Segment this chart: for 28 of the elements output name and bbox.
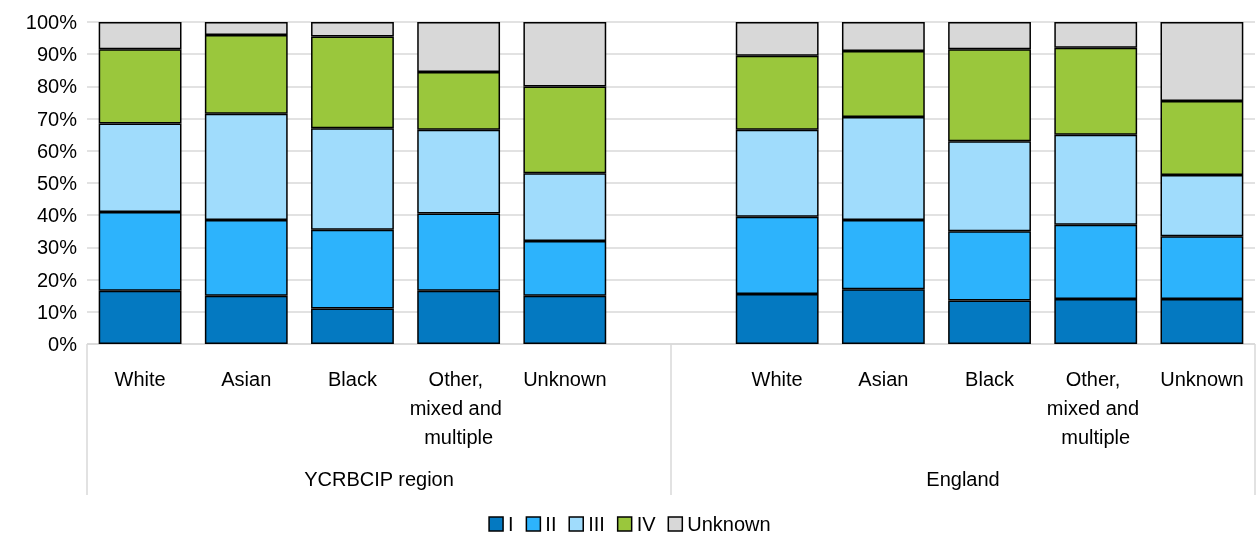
x-tick-label: Other, mixed and multiple — [1046, 367, 1145, 448]
y-tick-label: 80% — [36, 75, 78, 98]
y-tick-label: 70% — [36, 107, 78, 130]
y-tick-label: 60% — [36, 139, 78, 162]
text: YCRBCIP region — [304, 468, 454, 490]
x-tick-label: White — [114, 367, 166, 390]
y-tick-label: 40% — [36, 204, 78, 227]
text: England — [926, 468, 1000, 490]
legend-label: Unknown — [687, 513, 771, 535]
legend-label: II — [545, 513, 557, 535]
y-tick-label: 100% — [25, 11, 78, 33]
y-tick-label: 0% — [48, 333, 78, 355]
y-tick-label: 20% — [36, 268, 78, 291]
x-tick-label: Black — [965, 367, 1015, 390]
y-tick-label: 30% — [36, 236, 78, 259]
x-tick-label: Other, mixed and multiple — [409, 367, 508, 448]
y-tick-label: 50% — [36, 172, 78, 194]
x-tick-label: Asian — [858, 367, 909, 390]
y-tick-label: 90% — [36, 43, 78, 66]
legend-label: III — [588, 513, 605, 535]
x-tick-label: Asian — [221, 367, 272, 390]
legend-label: IV — [636, 513, 657, 535]
x-tick-label: Unknown — [1160, 367, 1244, 390]
legend-label: I — [508, 513, 514, 535]
x-tick-label: White — [751, 367, 803, 390]
x-tick-label: Unknown — [523, 367, 607, 390]
x-tick-label: Black — [328, 367, 378, 390]
y-tick-label: 10% — [36, 300, 78, 323]
